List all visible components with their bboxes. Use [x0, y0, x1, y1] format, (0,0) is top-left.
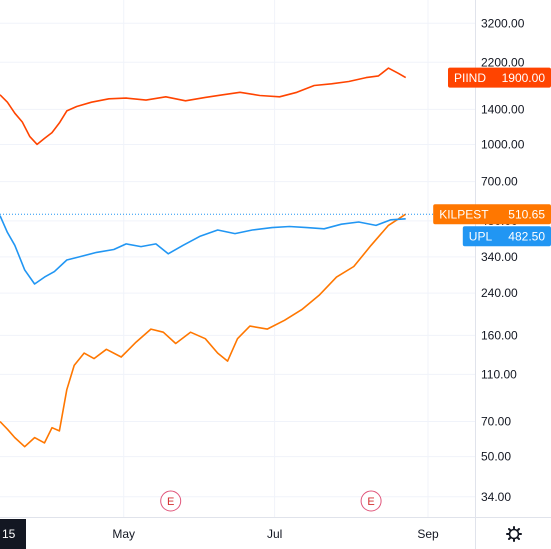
x-tick-label: Jul — [267, 527, 282, 541]
badge-upl: UPL 482.50 — [462, 226, 551, 247]
y-tick-label: 50.00 — [481, 450, 511, 464]
y-tick-label: 3200.00 — [481, 16, 525, 30]
y-tick-label: 70.00 — [481, 415, 511, 429]
badge-symbol: PIIND — [454, 71, 486, 85]
y-tick-label: 1400.00 — [481, 102, 525, 116]
badge-kilpest: KILPEST 510.65 — [433, 204, 551, 225]
time-axis[interactable]: May Jul Sep — [112, 527, 439, 541]
earnings-marker-label: E — [367, 496, 374, 508]
y-tick-label: 34.00 — [481, 490, 511, 504]
badge-symbol: UPL — [469, 230, 493, 244]
badge-value: 1900.00 — [502, 71, 546, 85]
corner-label-box — [0, 519, 26, 549]
badge-background — [462, 226, 551, 247]
series-lines — [0, 67, 407, 448]
earnings-marker[interactable] — [160, 490, 182, 512]
price-axis[interactable]: 3200.002200.001400.001000.00700.00480.00… — [481, 16, 525, 504]
series-line-piind — [0, 67, 407, 146]
badge-symbol: KILPEST — [439, 208, 489, 222]
series-line-upl — [0, 215, 406, 285]
badge-background — [433, 204, 551, 225]
badge-background — [448, 67, 551, 88]
gear-icon[interactable] — [506, 526, 522, 542]
earnings-marker[interactable] — [360, 490, 382, 512]
earnings-marker-label: E — [167, 496, 174, 508]
series-line-kilpest — [0, 213, 407, 448]
y-tick-label: 110.00 — [481, 367, 517, 381]
badge-piind: PIIND 1900.00 — [448, 67, 551, 88]
x-tick-label: Sep — [417, 527, 439, 541]
x-tick-label: May — [112, 527, 135, 541]
badge-value: 482.50 — [508, 230, 545, 244]
y-tick-label: 240.00 — [481, 286, 518, 300]
last-price-badges: PIIND 1900.00 KILPEST 510.65 UPL 482.50 — [433, 67, 551, 247]
y-tick-label: 1000.00 — [481, 137, 525, 151]
grid-lines — [0, 0, 475, 517]
y-tick-label: 2200.00 — [481, 55, 525, 69]
y-tick-label: 340.00 — [481, 250, 518, 264]
y-tick-label: 160.00 — [481, 328, 518, 342]
y-tick-label: 700.00 — [481, 175, 518, 189]
badge-value: 510.65 — [508, 208, 545, 222]
corner-label: 15 — [2, 527, 16, 541]
